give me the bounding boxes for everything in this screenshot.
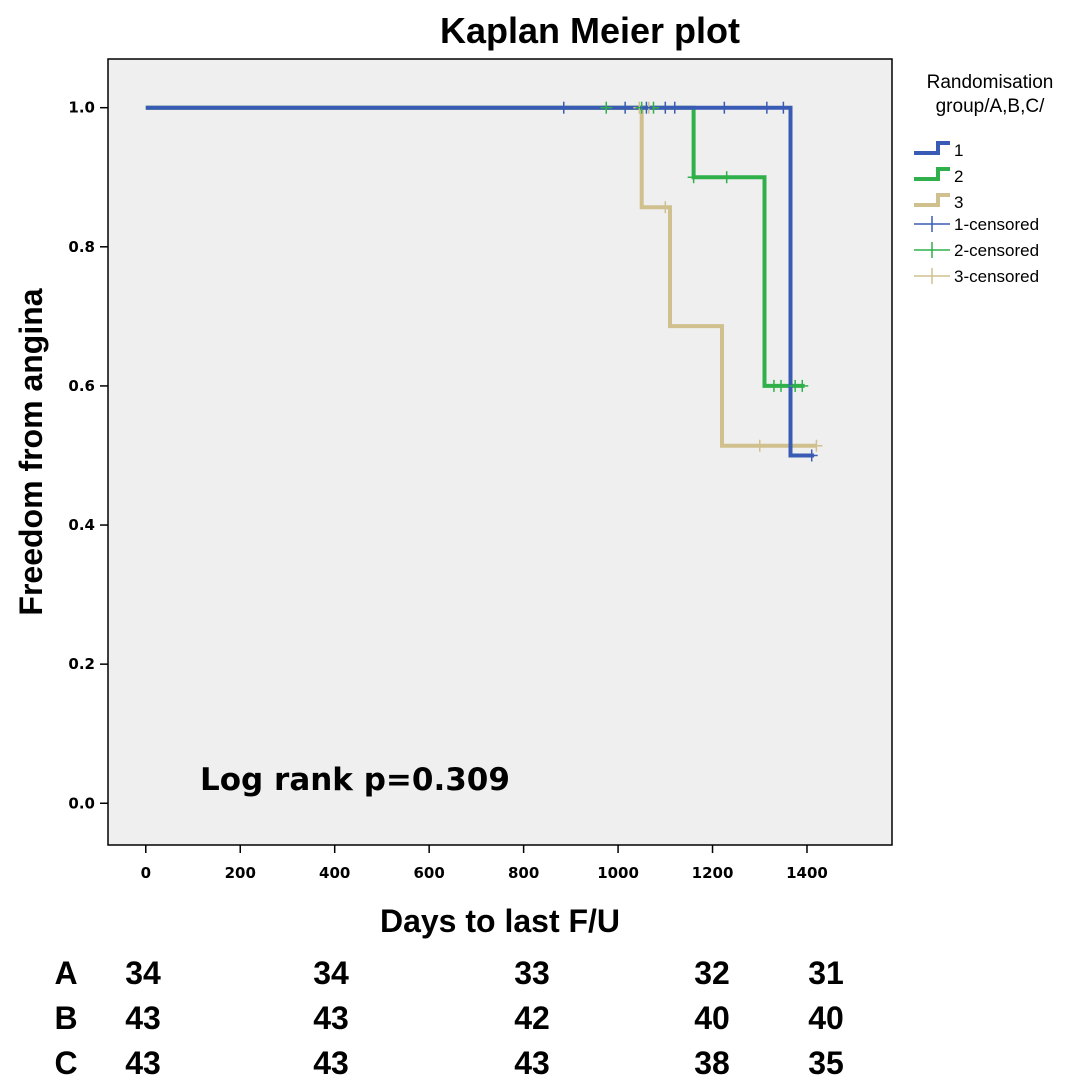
risk-cell: 40 xyxy=(808,1000,844,1036)
legend-item-1: 1 xyxy=(914,141,963,160)
risk-cell: 35 xyxy=(808,1045,844,1081)
y-tick-label: 1.0 xyxy=(68,99,95,117)
survival-curves xyxy=(145,101,823,462)
y-axis-label: Freedom from angina xyxy=(13,288,49,615)
x-tick-label: 1200 xyxy=(692,864,734,882)
censor-mark-2 xyxy=(687,171,700,184)
legend-step-swatch xyxy=(914,141,950,155)
x-tick-label: 1400 xyxy=(786,864,828,882)
legend-item-3-censored: 3-censored xyxy=(914,267,1039,286)
censor-mark-1 xyxy=(777,101,790,114)
y-tick-label: 0.4 xyxy=(68,516,95,534)
risk-cell: 33 xyxy=(514,955,550,991)
y-tick-label: 0.2 xyxy=(68,655,95,673)
legend-title: Randomisation xyxy=(927,72,1054,93)
legend-label: 1-censored xyxy=(954,215,1039,234)
legend-label: 3-censored xyxy=(954,267,1039,286)
legend-item-2-censored: 2-censored xyxy=(914,241,1039,260)
censor-mark-1 xyxy=(557,101,570,114)
risk-row-label: B xyxy=(54,1000,77,1036)
x-tick-label: 800 xyxy=(508,864,539,882)
risk-cell: 31 xyxy=(808,955,844,991)
number-at-risk-table: A 34 34 33 32 31 B 43 43 42 40 40 C 43 43 43 38 35 xyxy=(54,955,843,1081)
x-tick-label: 0 xyxy=(141,864,151,882)
risk-cell: 43 xyxy=(514,1045,550,1081)
survival-curve-3 xyxy=(145,105,817,448)
x-tick-label: 200 xyxy=(225,864,256,882)
censor-mark-1 xyxy=(718,101,731,114)
risk-row-C: C 43 43 43 38 35 xyxy=(54,1045,843,1081)
legend-step-swatch xyxy=(914,193,950,207)
legend-title: group/A,B,C/ xyxy=(936,96,1045,117)
legend-step-swatch xyxy=(914,167,950,181)
censor-mark-1 xyxy=(619,101,632,114)
chart-title: Kaplan Meier plot xyxy=(440,10,740,51)
censor-mark-1 xyxy=(640,101,653,114)
legend-item-3: 3 xyxy=(914,193,963,212)
legend-label: 3 xyxy=(954,193,963,212)
survival-curve-1 xyxy=(145,105,815,458)
legend-item-1-censored: 1-censored xyxy=(914,215,1039,234)
censor-mark-1 xyxy=(760,101,773,114)
risk-cell: 32 xyxy=(694,955,730,991)
risk-cell: 43 xyxy=(313,1000,349,1036)
censor-mark-2 xyxy=(775,379,788,392)
risk-row-A: A 34 34 33 32 31 xyxy=(54,955,843,991)
censor-mark-3 xyxy=(659,201,672,214)
y-axis: 0.0 0.2 0.4 0.6 0.8 1.0 xyxy=(68,99,108,812)
risk-cell: 43 xyxy=(125,1000,161,1036)
x-axis: 0 200 400 600 800 1000 1200 1400 xyxy=(141,845,828,882)
legend-item-2: 2 xyxy=(914,167,963,186)
y-tick-label: 0.0 xyxy=(68,794,95,812)
risk-row-B: B 43 43 42 40 40 xyxy=(54,1000,843,1036)
legend: Randomisation group/A,B,C/1 2 3 1-censored 2-… xyxy=(914,72,1053,286)
legend-label: 2-censored xyxy=(954,241,1039,260)
risk-cell: 40 xyxy=(694,1000,730,1036)
legend-label: 1 xyxy=(954,141,963,160)
x-tick-label: 400 xyxy=(319,864,350,882)
censor-mark-3 xyxy=(753,439,766,452)
risk-cell: 43 xyxy=(313,1045,349,1081)
y-tick-label: 0.6 xyxy=(68,377,95,395)
risk-cell: 43 xyxy=(125,1045,161,1081)
x-tick-label: 600 xyxy=(414,864,445,882)
x-axis-label: Days to last F/U xyxy=(380,903,620,939)
risk-cell: 38 xyxy=(694,1045,730,1081)
y-tick-label: 0.8 xyxy=(68,238,95,256)
plot-area xyxy=(107,58,893,846)
censor-mark-3 xyxy=(810,439,823,452)
risk-row-label: C xyxy=(54,1045,77,1081)
risk-row-label: A xyxy=(54,955,77,991)
x-tick-label: 1000 xyxy=(597,864,639,882)
risk-cell: 42 xyxy=(514,1000,550,1036)
censor-mark-2 xyxy=(600,101,613,114)
censor-mark-2 xyxy=(796,379,809,392)
log-rank-annotation: Log rank p=0.309 xyxy=(200,762,510,798)
legend-label: 2 xyxy=(954,167,963,186)
censor-mark-1 xyxy=(668,101,681,114)
risk-cell: 34 xyxy=(313,955,349,991)
censor-mark-2 xyxy=(720,171,733,184)
censor-mark-1 xyxy=(805,449,818,462)
risk-cell: 34 xyxy=(125,955,161,991)
